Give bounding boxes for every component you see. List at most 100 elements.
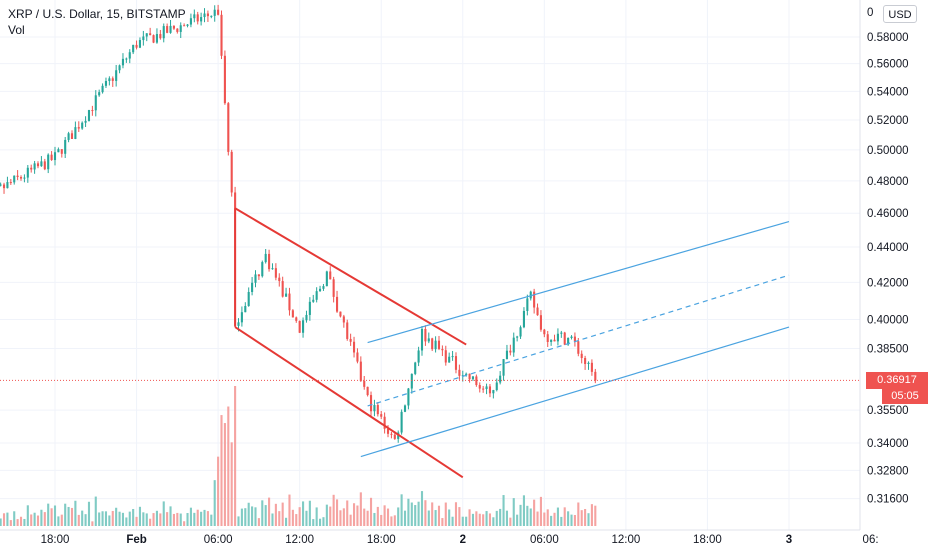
volume-bar xyxy=(179,513,182,526)
candle-body xyxy=(584,358,587,365)
falling-channel-upper[interactable] xyxy=(234,207,467,346)
volume-bar xyxy=(278,511,281,526)
volume-bar xyxy=(407,498,410,526)
candle-body xyxy=(516,336,519,338)
time-tick-label: 06: xyxy=(863,534,879,546)
candle-body xyxy=(278,277,281,282)
candle-body xyxy=(335,296,339,312)
price-axis[interactable]: 0.58000 0.56000 0.54000 0.52000 0.50000 0.480… xyxy=(859,0,932,550)
candle-body xyxy=(526,298,529,311)
candle-body xyxy=(172,25,175,29)
candle-body xyxy=(285,293,288,297)
volume-bar xyxy=(145,513,148,526)
candle-body xyxy=(522,310,525,328)
candle-body xyxy=(74,127,77,139)
candle-body xyxy=(424,328,427,342)
price-tick-label: 0.34000 xyxy=(867,438,909,450)
price-tick-label: 0.54000 xyxy=(867,86,909,98)
volume-bar xyxy=(485,511,488,526)
rising-channel-upper[interactable] xyxy=(367,220,790,344)
trend-drawings[interactable] xyxy=(234,207,790,479)
volume-bar xyxy=(434,510,437,526)
volume-bar xyxy=(189,507,192,526)
volume-bar xyxy=(505,510,509,526)
volume-bar xyxy=(36,515,40,526)
candle-body xyxy=(383,416,386,429)
rising-channel-lower[interactable] xyxy=(360,326,790,458)
candle-body xyxy=(502,359,505,376)
volume-bar xyxy=(2,513,6,526)
candle-body xyxy=(420,328,424,351)
volume-bar xyxy=(125,517,128,526)
candle-body xyxy=(553,339,556,342)
candle-body xyxy=(9,182,12,184)
volume-bar xyxy=(369,497,373,526)
candle-body xyxy=(577,341,580,354)
candle-body xyxy=(217,9,220,15)
candle-body xyxy=(77,127,80,129)
volume-bar xyxy=(383,505,386,526)
candle-body xyxy=(67,133,70,140)
volume-bar xyxy=(424,500,427,526)
candle-body xyxy=(468,373,471,380)
time-tick-label: 3 xyxy=(786,534,792,546)
volume-bar xyxy=(6,512,9,526)
candle-body xyxy=(111,78,114,81)
candle-body xyxy=(509,350,512,353)
volume-bar xyxy=(196,509,199,526)
candle-body xyxy=(36,163,40,167)
candle-body xyxy=(84,120,87,123)
candle-body xyxy=(26,167,29,178)
candle-body xyxy=(458,369,461,376)
volume-bar xyxy=(121,512,125,526)
candle-body xyxy=(220,14,223,56)
candle-body xyxy=(176,28,179,32)
volume-bar xyxy=(400,494,403,526)
volume-bar xyxy=(380,514,383,526)
candle-body xyxy=(264,253,267,263)
volume-bar xyxy=(567,511,570,526)
price-tick-label-top: 0 xyxy=(867,7,873,19)
candle-body xyxy=(495,382,498,391)
volume-bar xyxy=(437,505,441,526)
current-price-tag: 0.36917 xyxy=(866,372,928,389)
price-axis-bg xyxy=(860,0,932,550)
candle-body xyxy=(288,293,291,311)
candle-body xyxy=(444,350,447,363)
volume-bar xyxy=(217,456,220,526)
volume-bar xyxy=(33,512,36,526)
volume-bar xyxy=(441,518,444,526)
volume-bar xyxy=(414,505,417,526)
volume-bar xyxy=(376,506,379,526)
volume-bar xyxy=(169,506,172,526)
volume-bar xyxy=(155,510,158,526)
candle-body xyxy=(135,44,138,48)
volume-bar xyxy=(162,501,165,526)
candle-body xyxy=(169,25,172,33)
rising-channel-median[interactable] xyxy=(367,274,790,407)
chart-legend: XRP / U.S. Dollar, 15, BITSTAMP Vol xyxy=(8,6,186,38)
candle-body xyxy=(142,36,145,41)
symbol-title: XRP / U.S. Dollar, 15, BITSTAMP xyxy=(8,7,186,21)
candle-body xyxy=(560,332,563,334)
volume-bar xyxy=(142,512,145,526)
candle-body xyxy=(132,44,135,53)
candle-body xyxy=(101,85,104,93)
volume-bar xyxy=(159,513,162,526)
candle-body xyxy=(431,338,434,350)
time-axis[interactable]: 18:00 Feb 06:00 12:00 18:00 2 06:00 12:00 18:00 3… xyxy=(0,529,879,546)
candle-body xyxy=(257,274,260,277)
volume-bar xyxy=(26,505,29,526)
candle-body xyxy=(108,78,111,82)
time-tick-label: 18:00 xyxy=(693,534,722,546)
volume-bar xyxy=(319,518,322,526)
falling-channel-lower[interactable] xyxy=(234,326,464,479)
volume-bar xyxy=(563,507,566,526)
candles xyxy=(0,4,597,443)
candle-body xyxy=(291,310,294,318)
volume-bar xyxy=(366,510,369,526)
currency-button[interactable]: USD xyxy=(883,5,917,23)
volume-bar xyxy=(251,506,254,526)
